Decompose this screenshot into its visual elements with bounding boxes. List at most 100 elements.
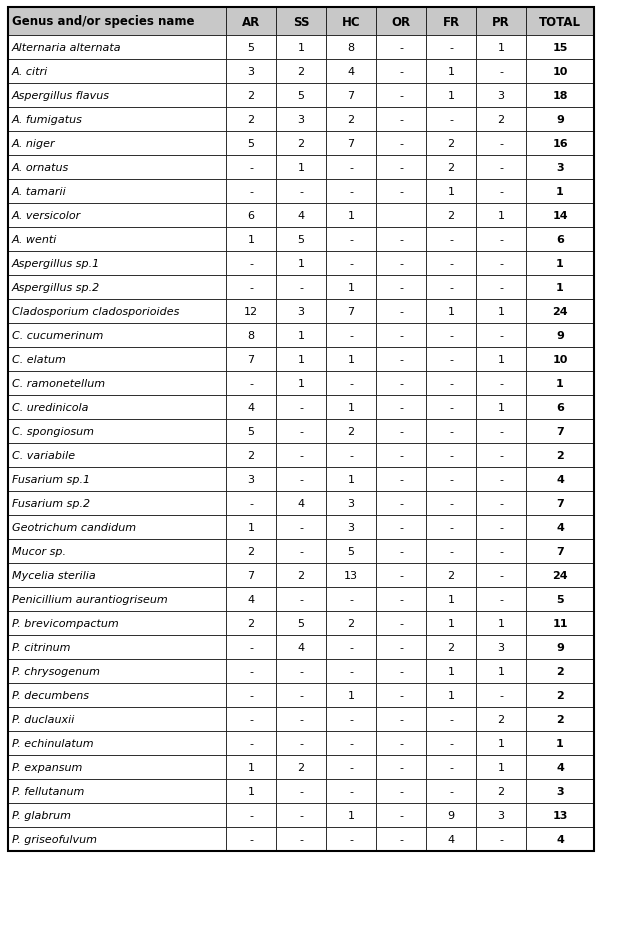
Bar: [376, 180, 426, 204]
Bar: [476, 683, 526, 707]
Text: Fusarium sp.1: Fusarium sp.1: [12, 475, 90, 485]
Text: 1: 1: [556, 283, 564, 293]
Text: P. duclauxii: P. duclauxii: [12, 714, 74, 724]
Bar: [526, 156, 594, 180]
Bar: [376, 443, 426, 467]
Bar: [326, 228, 376, 252]
Text: -: -: [299, 667, 303, 677]
Bar: [426, 827, 476, 851]
Text: -: -: [249, 810, 253, 820]
Text: 8: 8: [347, 43, 354, 53]
Bar: [426, 420, 476, 443]
Bar: [326, 132, 376, 156]
Bar: [226, 8, 276, 36]
Text: -: -: [299, 402, 303, 413]
Text: -: -: [449, 738, 453, 748]
Bar: [326, 275, 376, 299]
Bar: [426, 60, 476, 84]
Text: -: -: [349, 235, 353, 245]
Bar: [276, 299, 326, 324]
Bar: [326, 515, 376, 540]
Bar: [426, 132, 476, 156]
Bar: [376, 540, 426, 564]
Text: 10: 10: [552, 67, 568, 77]
Text: P. expansum: P. expansum: [12, 762, 83, 772]
Text: 5: 5: [347, 546, 354, 556]
Bar: [376, 252, 426, 275]
Bar: [476, 299, 526, 324]
Text: 3: 3: [298, 115, 305, 125]
Text: 2: 2: [347, 426, 354, 437]
Text: -: -: [399, 523, 403, 532]
Text: -: -: [449, 355, 453, 364]
Text: 5: 5: [298, 91, 305, 101]
Text: 5: 5: [247, 139, 254, 149]
Text: 2: 2: [247, 618, 254, 629]
Bar: [226, 252, 276, 275]
Text: A. tamarii: A. tamarii: [12, 187, 67, 197]
Bar: [226, 564, 276, 588]
Text: -: -: [399, 618, 403, 629]
Text: -: -: [299, 523, 303, 532]
Text: 4: 4: [298, 499, 305, 508]
Bar: [276, 827, 326, 851]
Text: Geotrichum candidum: Geotrichum candidum: [12, 523, 136, 532]
Text: 2: 2: [556, 667, 564, 677]
Text: 1: 1: [448, 307, 455, 317]
Bar: [326, 36, 376, 60]
Bar: [526, 491, 594, 515]
Bar: [526, 372, 594, 396]
Text: -: -: [499, 283, 503, 293]
Text: 1: 1: [448, 691, 455, 700]
Text: P. decumbens: P. decumbens: [12, 691, 89, 700]
Bar: [526, 275, 594, 299]
Text: 5: 5: [298, 618, 305, 629]
Text: -: -: [299, 546, 303, 556]
Bar: [526, 108, 594, 132]
Text: -: -: [399, 283, 403, 293]
Bar: [476, 60, 526, 84]
Text: -: -: [299, 691, 303, 700]
Bar: [476, 8, 526, 36]
Bar: [526, 467, 594, 491]
Text: -: -: [399, 475, 403, 485]
Text: 1: 1: [247, 786, 254, 796]
Bar: [8, 299, 226, 324]
Text: 15: 15: [552, 43, 568, 53]
Text: 1: 1: [298, 43, 305, 53]
Bar: [276, 84, 326, 108]
Text: 24: 24: [552, 307, 568, 317]
Bar: [226, 324, 276, 348]
Text: -: -: [499, 834, 503, 844]
Bar: [8, 60, 226, 84]
Bar: [526, 228, 594, 252]
Bar: [526, 252, 594, 275]
Text: P. echinulatum: P. echinulatum: [12, 738, 93, 748]
Text: A. niger: A. niger: [12, 139, 55, 149]
Text: 2: 2: [298, 67, 305, 77]
Bar: [476, 324, 526, 348]
Bar: [226, 132, 276, 156]
Text: -: -: [349, 714, 353, 724]
Bar: [376, 707, 426, 731]
Bar: [426, 84, 476, 108]
Bar: [326, 299, 376, 324]
Bar: [326, 731, 376, 756]
Bar: [376, 372, 426, 396]
Bar: [376, 780, 426, 803]
Text: 3: 3: [497, 91, 504, 101]
Text: 4: 4: [347, 67, 354, 77]
Bar: [376, 611, 426, 635]
Text: -: -: [449, 475, 453, 485]
Text: 2: 2: [448, 163, 455, 172]
Text: 6: 6: [556, 235, 564, 245]
Text: 1: 1: [556, 259, 564, 269]
Bar: [426, 803, 476, 827]
Bar: [8, 611, 226, 635]
Bar: [8, 803, 226, 827]
Text: 1: 1: [448, 91, 455, 101]
Text: Cladosporium cladosporioides: Cladosporium cladosporioides: [12, 307, 179, 317]
Bar: [426, 299, 476, 324]
Text: 3: 3: [247, 67, 254, 77]
Bar: [476, 731, 526, 756]
